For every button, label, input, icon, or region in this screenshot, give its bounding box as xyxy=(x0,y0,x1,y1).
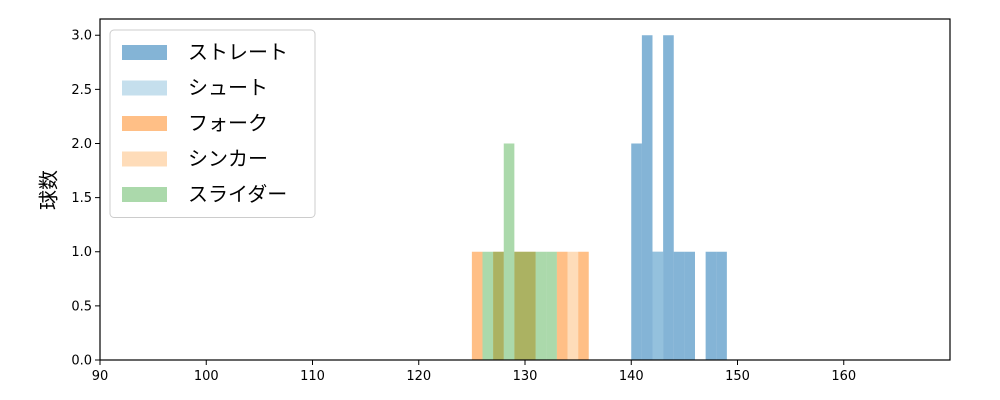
legend-box xyxy=(109,29,316,218)
bar-series-4-bin-5 xyxy=(535,251,547,360)
y-tick-label: 2.0 xyxy=(71,137,92,152)
legend-label-4: スライダー xyxy=(188,182,287,206)
y-tick-label: 0.5 xyxy=(71,299,92,314)
y-tick-label: 3.0 xyxy=(71,29,92,44)
legend-swatch-3 xyxy=(122,151,167,167)
y-axis-ticks: 0.0 0.5 1.0 1.5 2.0 2.5 3.0 xyxy=(71,29,100,369)
legend-swatch-4 xyxy=(122,187,167,202)
bar-series-0-bin-5 xyxy=(684,251,695,360)
bar-series-4-bin-6 xyxy=(546,251,557,360)
bar-series-0-bin-6 xyxy=(705,251,717,360)
bar-series-4-bin-2 xyxy=(503,143,515,360)
bar-series-1-bin-0 xyxy=(652,251,664,360)
y-tick-label: 0.0 xyxy=(71,354,92,369)
x-tick-label: 110 xyxy=(300,369,325,384)
legend-swatch-1 xyxy=(122,80,167,96)
x-tick-label: 140 xyxy=(619,369,644,384)
bar-series-2-bin-0 xyxy=(471,251,483,360)
bar-series-2-bin-2 xyxy=(514,251,525,360)
y-tick-label: 1.5 xyxy=(71,191,92,206)
bar-series-0-bin-4 xyxy=(673,251,685,360)
bar-series-0-bin-7 xyxy=(716,251,727,360)
x-tick-label: 150 xyxy=(725,369,750,384)
x-tick-label: 90 xyxy=(92,369,109,384)
bar-series-2-bin-1 xyxy=(493,251,504,360)
bar-series-4-bin-4 xyxy=(525,251,536,360)
histogram-bars xyxy=(471,35,727,360)
y-tick-label: 1.0 xyxy=(71,245,92,260)
legend-label-0: ストレート xyxy=(188,40,288,64)
x-tick-label: 100 xyxy=(194,369,219,384)
legend-swatch-0 xyxy=(122,45,167,60)
bar-series-0-bin-3 xyxy=(663,35,674,360)
bar-series-2-bin-3 xyxy=(525,251,536,360)
bar-series-0-bin-1 xyxy=(641,35,653,360)
bar-series-0-bin-0 xyxy=(631,143,642,360)
y-axis-label: 球数 xyxy=(37,170,61,210)
y-tick-label: 2.5 xyxy=(71,83,92,98)
bar-series-4-bin-1 xyxy=(493,251,504,360)
bar-series-4-bin-0 xyxy=(482,251,494,360)
x-tick-label: 160 xyxy=(831,369,856,384)
x-axis-ticks: 90 100 110 120 130 140 150 160 xyxy=(92,360,856,384)
x-tick-label: 130 xyxy=(513,369,538,384)
bar-series-2-bin-5 xyxy=(578,251,589,360)
legend-label-1: シュート xyxy=(188,76,268,100)
legend-label-3: シンカー xyxy=(188,147,268,171)
bar-series-3-bin-0 xyxy=(567,251,579,360)
bar-series-4-bin-3 xyxy=(514,251,525,360)
x-tick-label: 120 xyxy=(406,369,431,384)
bar-series-2-bin-4 xyxy=(556,251,568,360)
legend-swatch-2 xyxy=(122,116,167,131)
legend-label-2: フォーク xyxy=(188,111,268,135)
